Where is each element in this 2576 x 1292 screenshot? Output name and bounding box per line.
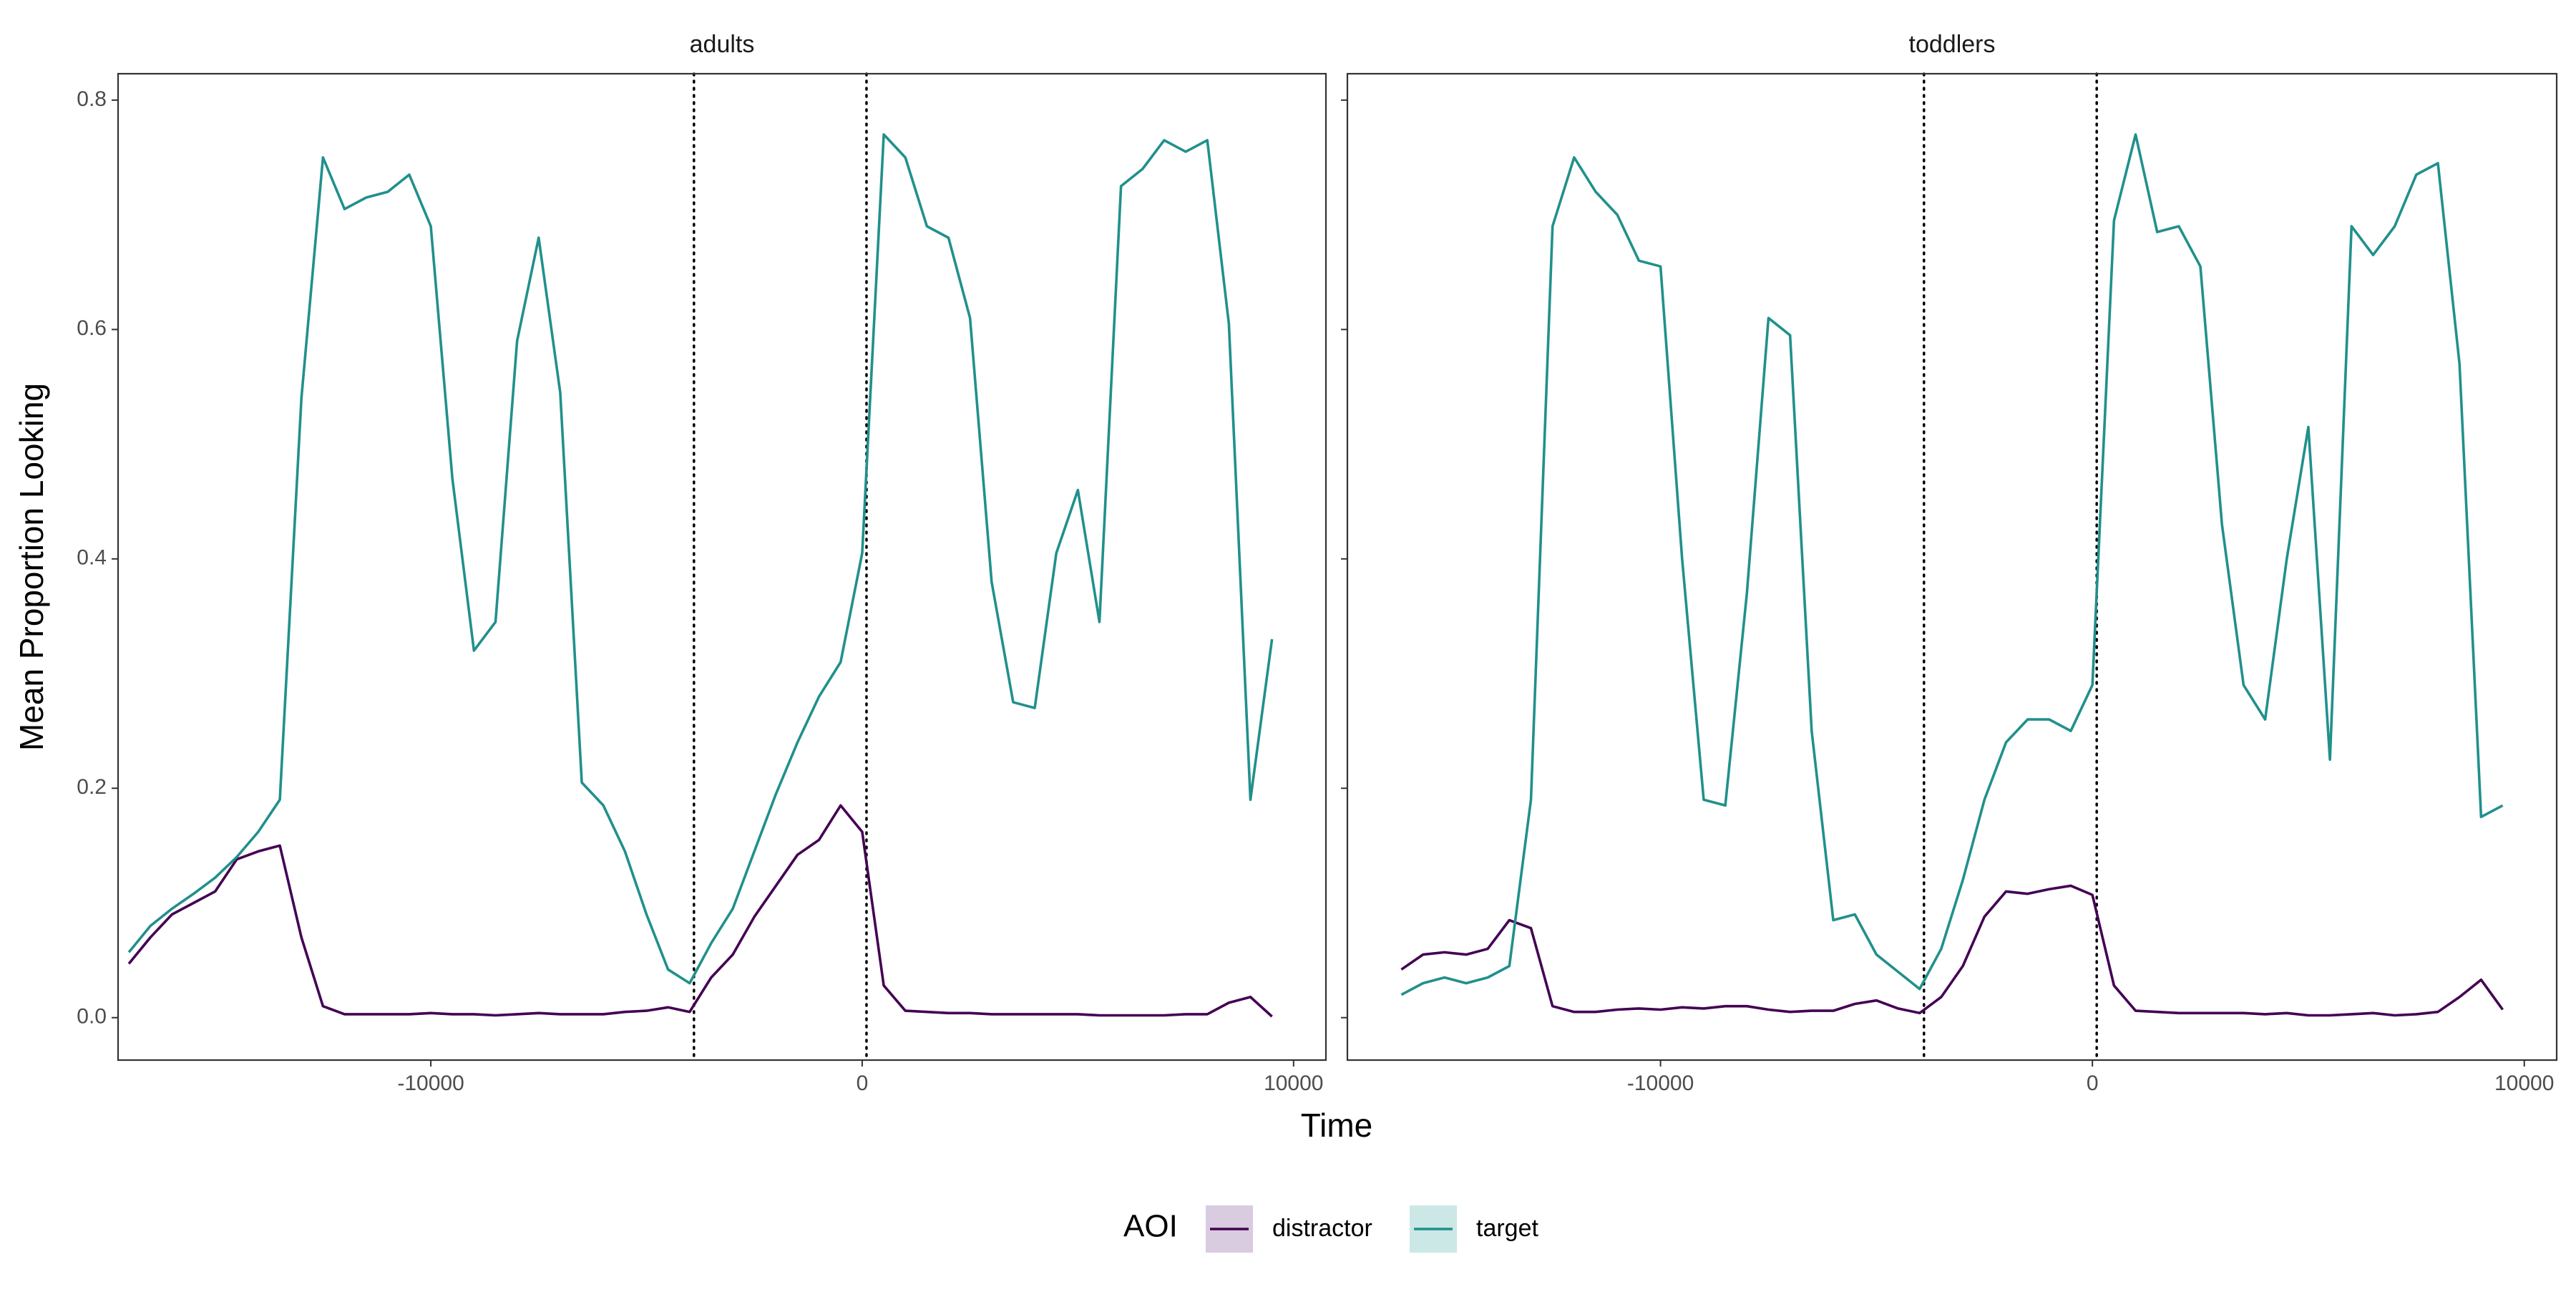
x-tick-label: -10000	[397, 1072, 464, 1095]
data-line	[127, 133, 1274, 985]
panel-border	[1346, 72, 2558, 1062]
legend-label: distractor	[1272, 1215, 1372, 1242]
y-tick-label: 0.8	[77, 87, 107, 111]
data-line	[1400, 884, 2504, 1017]
panel-background	[1347, 74, 2557, 1060]
legend-item: distractor	[1206, 1205, 1372, 1253]
x-tick-label: -10000	[1627, 1072, 1694, 1095]
y-axis-title: Mean Proportion Looking	[13, 383, 50, 751]
y-tick-label: 0.2	[77, 775, 107, 799]
x-tick-label: 10000	[2494, 1072, 2554, 1095]
data-line	[127, 804, 1273, 1018]
panel-title: toddlers	[1909, 31, 1996, 58]
panel-title: adults	[690, 31, 755, 58]
x-axis-title: Time	[1301, 1107, 1373, 1144]
legend-title: AOI	[1123, 1209, 1178, 1244]
y-tick-label: 0.0	[77, 1005, 107, 1029]
panel-border	[117, 72, 1327, 1062]
data-line	[1400, 133, 2504, 996]
x-tick-label: 10000	[1264, 1072, 1323, 1095]
x-tick-label: 0	[2087, 1072, 2099, 1095]
legend-label: target	[1476, 1215, 1538, 1242]
x-tick-label: 0	[857, 1072, 869, 1095]
panel-background	[118, 74, 1326, 1060]
y-tick-label: 0.6	[77, 316, 107, 340]
legend-item: target	[1410, 1205, 1538, 1253]
y-tick-label: 0.4	[77, 546, 107, 570]
